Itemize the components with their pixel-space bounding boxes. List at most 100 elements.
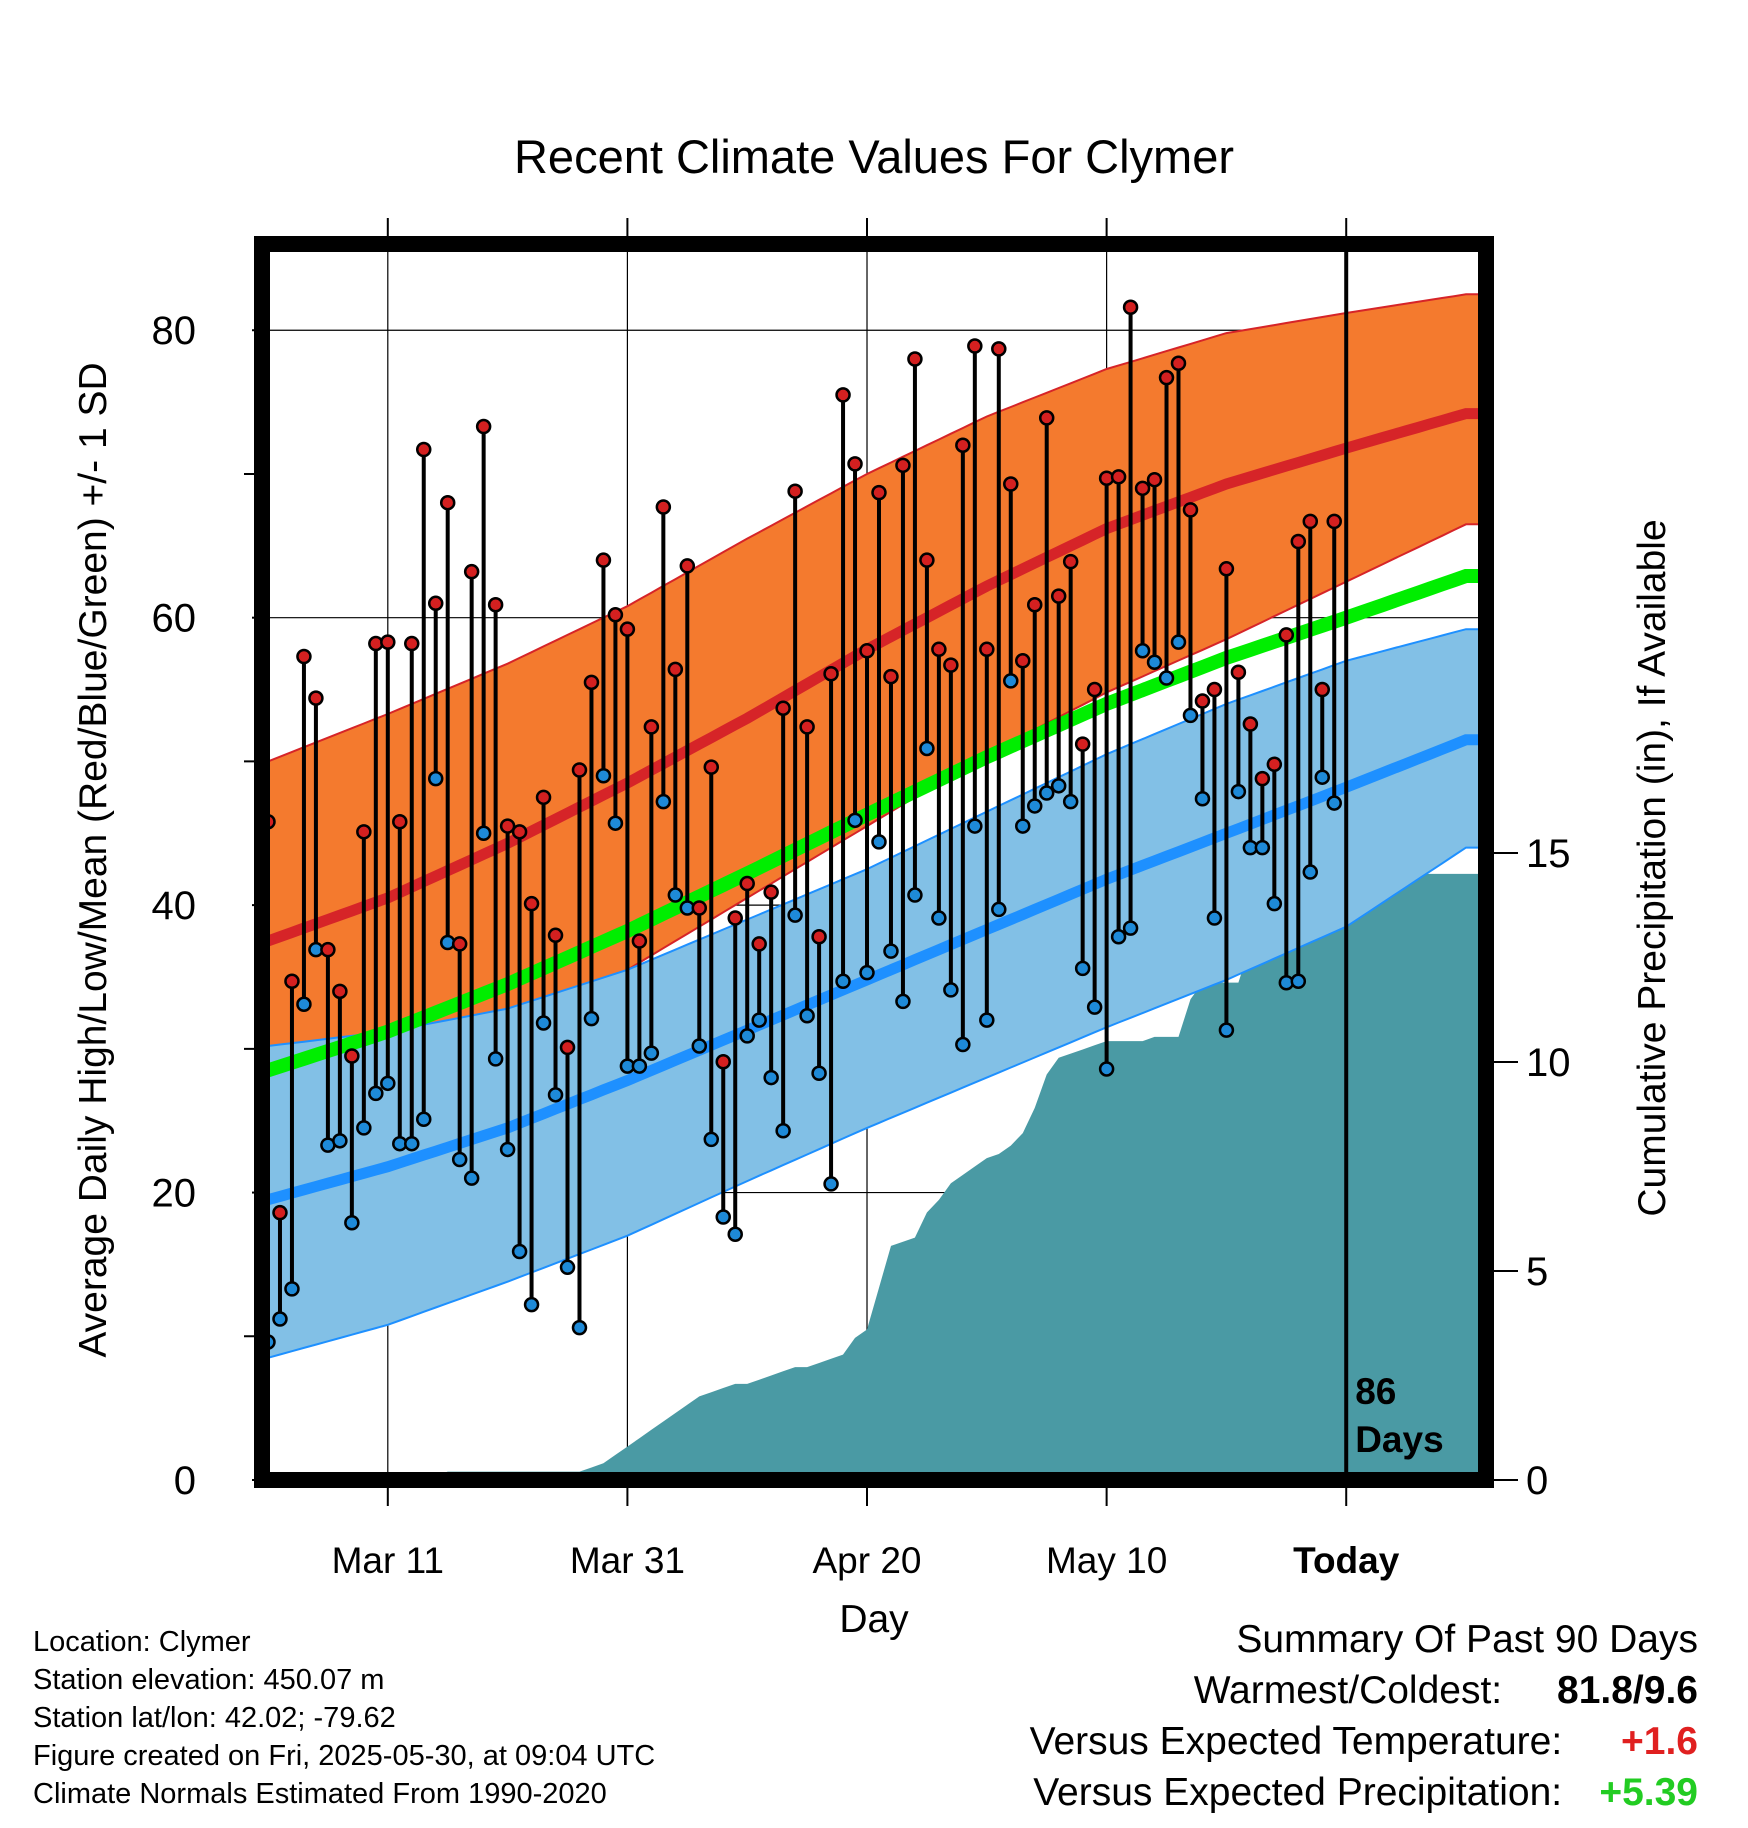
low-point <box>811 1065 827 1082</box>
plot-area: 86 Days <box>262 244 1486 1480</box>
low-point <box>1074 960 1091 977</box>
y-tick-label: 20 <box>152 1172 197 1216</box>
x-tick-label: Today <box>1293 1540 1400 1581</box>
high-point <box>284 973 300 990</box>
high-point <box>1086 681 1103 698</box>
low-point <box>1134 642 1151 659</box>
y-tick-label: 60 <box>152 597 197 641</box>
high-point <box>943 657 959 673</box>
high-point <box>475 418 492 435</box>
location-text: Location: Clymer <box>33 1626 251 1658</box>
temp-value: +1.6 <box>1621 1720 1698 1763</box>
low-point <box>523 1296 540 1313</box>
x-axis-label: Day <box>839 1598 909 1641</box>
low-point <box>1015 818 1031 834</box>
high-point <box>523 895 540 912</box>
low-point <box>883 943 899 959</box>
high-point <box>1326 513 1342 530</box>
low-point <box>607 815 624 831</box>
high-point <box>859 642 875 659</box>
high-point <box>607 607 624 623</box>
y-tick-label: 0 <box>174 1459 196 1503</box>
high-point <box>535 789 552 806</box>
high-point <box>739 875 755 892</box>
latlon-text: Station lat/lon: 42.02; -79.62 <box>33 1702 396 1734</box>
low-point <box>1266 895 1283 912</box>
summary-panel: Summary Of Past 90 Days Warmest/Coldest:… <box>798 1618 1698 1828</box>
low-point <box>1254 839 1271 856</box>
high-point <box>931 641 947 658</box>
low-point <box>1086 999 1103 1015</box>
x-tick-label: Mar 11 <box>332 1540 444 1581</box>
high-point <box>1026 596 1043 613</box>
summary-warmest-row: Warmest/Coldest: 81.8/9.6 <box>1194 1669 1698 1713</box>
high-point <box>1278 627 1295 643</box>
y2-tick-label: 5 <box>1526 1250 1548 1294</box>
high-point <box>1170 355 1187 372</box>
high-point <box>1158 369 1175 386</box>
x-tick-label: Mar 31 <box>570 1540 685 1581</box>
low-point <box>727 1226 743 1242</box>
high-point <box>775 700 791 716</box>
low-point <box>356 1120 372 1136</box>
low-point <box>404 1135 420 1152</box>
low-point <box>871 834 887 850</box>
high-point <box>1062 553 1079 570</box>
low-point <box>1110 928 1127 945</box>
high-point <box>703 759 720 775</box>
high-point <box>1074 736 1091 752</box>
low-point <box>799 1008 815 1024</box>
high-point <box>1134 480 1151 497</box>
low-point <box>931 910 947 926</box>
low-point <box>667 887 684 903</box>
high-point <box>763 884 779 900</box>
y2-tick-label: 0 <box>1526 1459 1548 1503</box>
low-point <box>1290 973 1307 990</box>
high-point <box>1050 588 1067 604</box>
high-point <box>871 484 887 501</box>
high-point <box>499 818 516 834</box>
high-point <box>1266 756 1283 773</box>
x-tick-label: May 10 <box>1046 1540 1167 1581</box>
low-point <box>571 1319 588 1336</box>
chart-title: Recent Climate Values For Clymer <box>514 130 1234 183</box>
low-point <box>979 1012 995 1028</box>
low-point <box>332 1133 348 1149</box>
low-point <box>535 1015 552 1031</box>
high-point <box>583 674 600 691</box>
high-point <box>691 900 708 916</box>
low-point <box>451 1151 468 1168</box>
high-point <box>427 595 444 612</box>
y-tick-label: 80 <box>152 309 197 353</box>
high-point <box>571 762 588 778</box>
warmest-value: 81.8/9.6 <box>1557 1669 1698 1712</box>
y-axis-label: Average Daily High/Low/Mean (Red/Blue/Gr… <box>72 362 115 1357</box>
high-point <box>631 933 648 949</box>
axes: 0 20 40 60 80 0 5 10 15 Mar 11 Mar 31 Apr 20 May 10 T… <box>152 218 1571 1581</box>
high-point <box>487 596 504 613</box>
high-point <box>679 558 696 574</box>
low-point <box>499 1141 516 1158</box>
low-point <box>715 1209 731 1225</box>
high-point <box>655 499 672 515</box>
high-point <box>1218 561 1235 577</box>
x-tick-label: Apr 20 <box>813 1540 922 1581</box>
high-point <box>799 719 815 735</box>
low-point <box>1326 795 1342 811</box>
high-point <box>332 983 348 1000</box>
precip-area <box>268 873 1478 1480</box>
high-point <box>787 483 803 499</box>
low-sd-lower-line <box>267 846 1478 1359</box>
low-point <box>1026 798 1043 814</box>
high-point <box>727 910 743 926</box>
low-point <box>1194 791 1211 807</box>
high-point <box>955 437 971 453</box>
plot-frame <box>254 236 1494 1488</box>
high-point <box>356 824 372 840</box>
low-point <box>463 1170 480 1186</box>
high-point <box>439 494 456 511</box>
high-point <box>619 621 636 637</box>
high-point <box>308 690 324 706</box>
high-point <box>404 635 420 652</box>
low-point <box>1302 864 1319 880</box>
